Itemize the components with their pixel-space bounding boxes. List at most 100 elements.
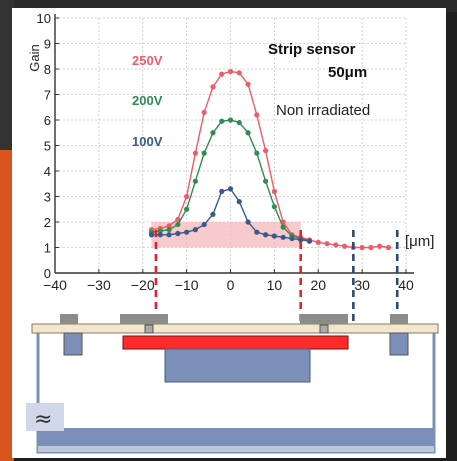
series-100v-point-2 xyxy=(166,232,172,238)
series-label-250v: 250V xyxy=(132,53,163,68)
series-200v-point-8 xyxy=(219,118,225,124)
x-tick-label-6: 20 xyxy=(310,277,326,293)
series-100v-point-7 xyxy=(210,211,216,217)
series-250v-point-14 xyxy=(271,188,277,194)
series-100v-point-1 xyxy=(157,232,163,238)
series-200v-point-9 xyxy=(227,117,234,123)
series-100v-point-13 xyxy=(263,232,269,238)
series-250v-point-10 xyxy=(236,70,242,76)
gain-chart: −40 −30 −20 −10 0 10 20 30 40 0 1 2 3 4 5 6 7 8 9 10 Gain [… xyxy=(26,11,439,454)
tick-labels: −40 −30 −20 −10 0 10 20 30 40 0 1 2 3 4 5 6 7 8 9 10 xyxy=(37,11,414,293)
series-100v-point-18 xyxy=(306,238,313,244)
series-100v-point-0 xyxy=(148,232,155,238)
series-250v-point-8 xyxy=(219,71,225,77)
sensor-bottom-edge xyxy=(38,446,434,452)
x-axis-unit-label: [μm] xyxy=(405,233,434,250)
implant-blue xyxy=(164,348,311,383)
series-100v-point-6 xyxy=(201,221,207,228)
series-100v-point-14 xyxy=(271,233,277,239)
pad-center-small-right xyxy=(319,324,329,334)
left-dark-edge xyxy=(0,0,14,150)
y-tick-label-5: 5 xyxy=(44,139,51,154)
series-100v-point-12 xyxy=(254,229,260,235)
series-250v-point-6 xyxy=(201,109,207,115)
x-tick-label-5: 10 xyxy=(267,277,283,293)
x-tick-label-0: −40 xyxy=(43,277,67,293)
series-250v-point-22 xyxy=(341,243,348,249)
series-200v-point-11 xyxy=(245,130,251,136)
series-100v-point-4 xyxy=(184,229,190,235)
series-250v-point-27 xyxy=(385,244,392,251)
series-250v-point-9 xyxy=(227,68,234,75)
series-100v-point-8 xyxy=(219,188,225,194)
y-tick-label-6: 6 xyxy=(44,113,51,128)
series-200v-point-12 xyxy=(254,150,260,156)
series-200v-point-6 xyxy=(201,150,207,156)
subtitle: Non irradiated xyxy=(276,102,370,119)
title-line-2: 50μm xyxy=(328,64,367,81)
y-tick-label-9: 9 xyxy=(44,37,51,52)
series-250v-point-7 xyxy=(210,84,216,90)
series-200v-point-7 xyxy=(210,130,216,136)
y-tick-label-4: 4 xyxy=(44,164,51,179)
pad-right-top xyxy=(390,314,408,324)
pad-center-small-left xyxy=(144,324,154,334)
y-tick-label-8: 8 xyxy=(44,62,51,77)
pad-left-top xyxy=(60,314,78,324)
series-200v-point-5 xyxy=(192,178,198,184)
series-250v-point-11 xyxy=(245,81,251,87)
sensor-bottom-layer xyxy=(38,428,434,446)
surface-bar xyxy=(31,323,439,334)
series-250v-point-26 xyxy=(377,243,383,249)
x-tick-label-3: −10 xyxy=(175,277,199,293)
pad-left-bottom xyxy=(63,332,83,356)
y-tick-label-10: 10 xyxy=(37,11,51,26)
pad-center-left xyxy=(120,314,168,324)
x-tick-label-1: −30 xyxy=(87,277,111,293)
x-tick-label-8: 40 xyxy=(398,277,414,293)
break-symbol: ≈ xyxy=(34,407,52,432)
series-100v-point-16 xyxy=(289,235,295,242)
series-250v-point-20 xyxy=(324,241,330,247)
series-250v-point-5 xyxy=(192,150,198,156)
break-mark-bg xyxy=(26,403,64,431)
x-tick-label-4: 0 xyxy=(227,277,235,293)
series-label-200v: 200V xyxy=(132,93,163,108)
series-200v-point-3 xyxy=(175,221,181,228)
series-200v-point-14 xyxy=(271,204,277,210)
y-tick-label-3: 3 xyxy=(44,190,51,205)
sensor-diagram: ≈ xyxy=(26,314,439,454)
y-tick-label-1: 1 xyxy=(44,241,51,256)
pad-right-bottom xyxy=(389,332,409,356)
series-100v-point-17 xyxy=(298,237,304,243)
title-line-1: Strip sensor xyxy=(268,41,356,58)
pad-center-right xyxy=(300,314,348,324)
series-250v-point-4 xyxy=(184,193,190,200)
series-250v-point-19 xyxy=(315,239,321,245)
series-200v-point-15 xyxy=(280,224,286,230)
series-label-100v: 100V xyxy=(132,134,163,149)
y-tick-label-7: 7 xyxy=(44,88,51,103)
series-100v-point-10 xyxy=(236,199,242,205)
series-250v-point-13 xyxy=(263,148,269,154)
series-250v-line xyxy=(151,70,389,249)
marker-lines xyxy=(154,230,399,328)
series-250v-point-3 xyxy=(175,216,181,223)
series-100v-point-15 xyxy=(280,234,286,240)
series-200v-point-10 xyxy=(236,119,242,126)
left-orange-edge xyxy=(0,150,14,461)
x-tick-label-7: 30 xyxy=(354,277,370,293)
series-100v-point-3 xyxy=(175,230,181,237)
series-100v-point-11 xyxy=(245,219,251,225)
figure-canvas: −40 −30 −20 −10 0 10 20 30 40 0 1 2 3 4 5 6 7 8 9 10 Gain [… xyxy=(12,8,446,458)
series-100v-point-9 xyxy=(227,186,234,192)
series-250v-point-24 xyxy=(359,244,365,251)
gain-layer-red xyxy=(122,335,349,350)
series-200v-point-2 xyxy=(166,227,172,233)
series-200v-point-4 xyxy=(184,206,190,212)
series-layer xyxy=(148,68,392,251)
series-250v-point-25 xyxy=(368,244,374,251)
series-100v-point-5 xyxy=(192,227,198,233)
y-axis-label: Gain xyxy=(27,44,42,71)
x-tick-label-2: −20 xyxy=(131,277,155,293)
